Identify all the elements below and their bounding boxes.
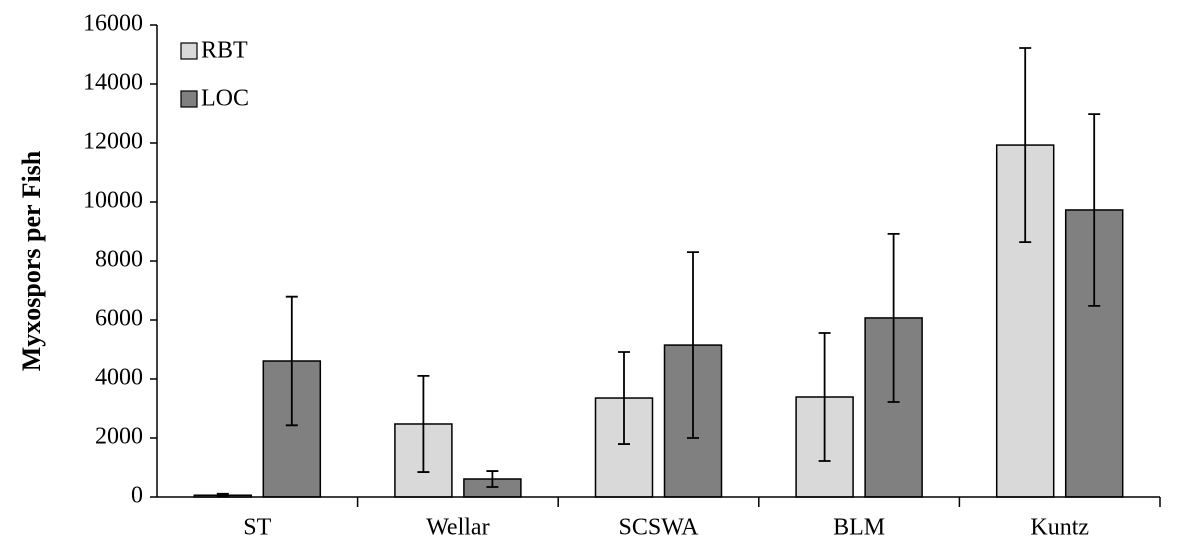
y-tick-label: 6000 xyxy=(95,306,143,332)
error-bar xyxy=(1088,113,1101,307)
error-bar xyxy=(818,332,831,462)
error-bar xyxy=(618,351,630,445)
legend-label: LOC xyxy=(201,86,249,112)
y-tick-label: 14000 xyxy=(83,70,143,96)
error-bar xyxy=(486,470,499,488)
error-bar xyxy=(687,251,699,439)
error-bar xyxy=(285,295,298,427)
legend-swatch xyxy=(180,42,198,60)
y-tick-label: 12000 xyxy=(83,129,143,155)
legend-swatch xyxy=(180,90,198,108)
error-bar xyxy=(1019,47,1032,244)
x-tick-label: Wellar xyxy=(426,515,489,541)
y-tick-label: 16000 xyxy=(83,11,143,37)
x-tick-label: Kuntz xyxy=(1030,515,1089,541)
y-tick-label: 10000 xyxy=(83,188,143,214)
error-bar xyxy=(887,232,900,403)
y-axis-label: Myxospors per Fish xyxy=(17,150,46,371)
error-bar xyxy=(417,375,430,473)
y-tick-label: 8000 xyxy=(95,247,143,273)
legend-label: RBT xyxy=(201,38,248,64)
x-tick-label: ST xyxy=(243,515,271,541)
x-tick-label: SCSWA xyxy=(618,515,699,541)
x-tick-label: BLM xyxy=(833,515,885,541)
y-tick-label: 0 xyxy=(131,483,143,509)
y-tick-label: 4000 xyxy=(95,365,143,391)
y-tick-label: 2000 xyxy=(95,424,143,450)
